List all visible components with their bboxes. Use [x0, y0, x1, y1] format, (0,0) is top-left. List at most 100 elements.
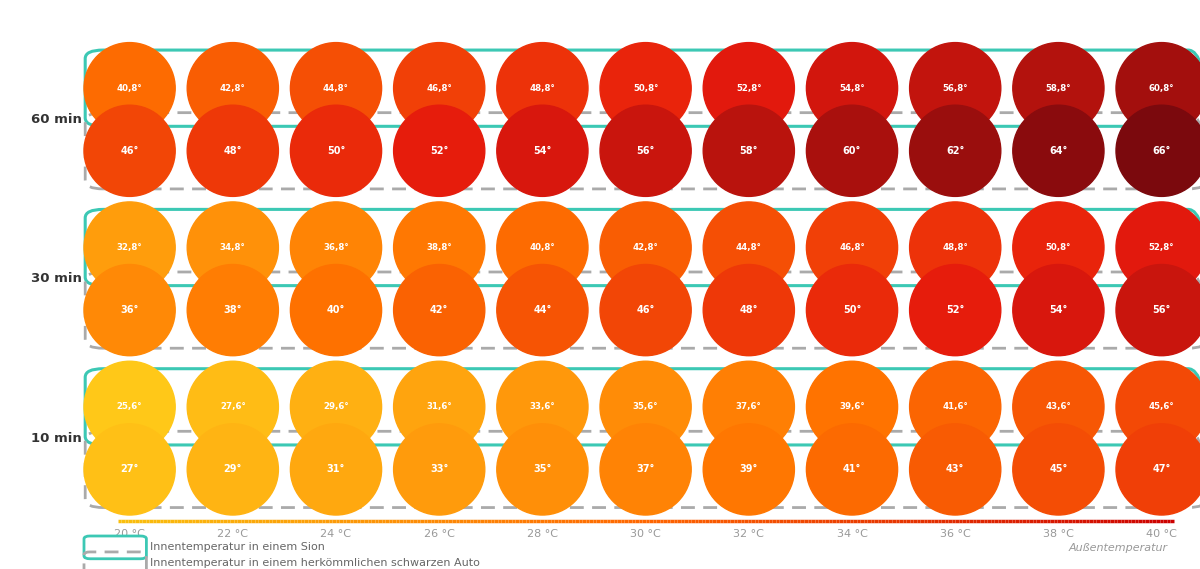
Text: 46,8°: 46,8°	[426, 84, 452, 93]
Text: 42°: 42°	[430, 305, 449, 315]
Ellipse shape	[1013, 105, 1104, 196]
Text: 50°: 50°	[842, 305, 862, 315]
Ellipse shape	[806, 424, 898, 515]
Ellipse shape	[187, 105, 278, 196]
Ellipse shape	[910, 202, 1001, 293]
Ellipse shape	[806, 361, 898, 452]
Ellipse shape	[703, 202, 794, 293]
Text: 35°: 35°	[533, 464, 552, 475]
Ellipse shape	[1116, 265, 1200, 356]
Text: 36°: 36°	[120, 305, 139, 315]
Ellipse shape	[806, 202, 898, 293]
Text: 32 °C: 32 °C	[733, 529, 764, 539]
Text: 60,8°: 60,8°	[1148, 84, 1175, 93]
Ellipse shape	[290, 265, 382, 356]
Text: 60 min: 60 min	[31, 113, 82, 126]
Ellipse shape	[600, 105, 691, 196]
Text: 40°: 40°	[326, 305, 346, 315]
Ellipse shape	[600, 361, 691, 452]
Text: Innentemperatur in einem herkömmlichen schwarzen Auto: Innentemperatur in einem herkömmlichen s…	[150, 558, 480, 568]
Text: 54,8°: 54,8°	[839, 84, 865, 93]
Ellipse shape	[497, 265, 588, 356]
Ellipse shape	[1116, 43, 1200, 134]
Text: 54°: 54°	[1049, 305, 1068, 315]
Ellipse shape	[703, 265, 794, 356]
Text: 40,8°: 40,8°	[529, 243, 556, 252]
Ellipse shape	[806, 105, 898, 196]
Text: 36,8°: 36,8°	[323, 243, 349, 252]
Ellipse shape	[600, 424, 691, 515]
Text: 39°: 39°	[739, 464, 758, 475]
Text: 41°: 41°	[842, 464, 862, 475]
Ellipse shape	[290, 361, 382, 452]
Ellipse shape	[703, 43, 794, 134]
Text: 48,8°: 48,8°	[942, 243, 968, 252]
Ellipse shape	[394, 361, 485, 452]
Ellipse shape	[1013, 202, 1104, 293]
Ellipse shape	[290, 202, 382, 293]
Ellipse shape	[600, 265, 691, 356]
Ellipse shape	[187, 43, 278, 134]
Text: 27,6°: 27,6°	[220, 402, 246, 411]
Text: 56,8°: 56,8°	[942, 84, 968, 93]
Text: 45,6°: 45,6°	[1148, 402, 1175, 411]
Text: 32,8°: 32,8°	[116, 243, 143, 252]
Text: 60°: 60°	[842, 146, 862, 156]
Ellipse shape	[84, 202, 175, 293]
Text: 44°: 44°	[533, 305, 552, 315]
Text: 39,6°: 39,6°	[839, 402, 865, 411]
Ellipse shape	[910, 361, 1001, 452]
Text: 52°: 52°	[946, 305, 965, 315]
Ellipse shape	[910, 265, 1001, 356]
Text: Innentemperatur in einem Sion: Innentemperatur in einem Sion	[150, 542, 325, 552]
Ellipse shape	[84, 43, 175, 134]
Ellipse shape	[703, 424, 794, 515]
Ellipse shape	[600, 202, 691, 293]
Text: 33°: 33°	[430, 464, 449, 475]
Text: 43,6°: 43,6°	[1045, 402, 1072, 411]
Text: 40 °C: 40 °C	[1146, 529, 1177, 539]
Ellipse shape	[600, 43, 691, 134]
Text: Außentemperatur: Außentemperatur	[1068, 543, 1168, 554]
Text: 34 °C: 34 °C	[836, 529, 868, 539]
Text: 38 °C: 38 °C	[1043, 529, 1074, 539]
Text: 28 °C: 28 °C	[527, 529, 558, 539]
Ellipse shape	[1013, 361, 1104, 452]
Text: 48°: 48°	[739, 305, 758, 315]
Text: 37,6°: 37,6°	[736, 402, 762, 411]
Text: 46,8°: 46,8°	[839, 243, 865, 252]
Ellipse shape	[910, 424, 1001, 515]
Text: 22 °C: 22 °C	[217, 529, 248, 539]
Text: 20 °C: 20 °C	[114, 529, 145, 539]
Text: 38,8°: 38,8°	[426, 243, 452, 252]
Ellipse shape	[84, 105, 175, 196]
Ellipse shape	[187, 265, 278, 356]
Text: 52°: 52°	[430, 146, 449, 156]
Text: 54°: 54°	[533, 146, 552, 156]
Text: 27°: 27°	[120, 464, 139, 475]
Text: 30 °C: 30 °C	[630, 529, 661, 539]
Ellipse shape	[1013, 424, 1104, 515]
Text: 44,8°: 44,8°	[323, 84, 349, 93]
Ellipse shape	[910, 105, 1001, 196]
Ellipse shape	[703, 105, 794, 196]
Text: 48,8°: 48,8°	[529, 84, 556, 93]
Text: 64°: 64°	[1049, 146, 1068, 156]
Ellipse shape	[806, 265, 898, 356]
Text: 35,6°: 35,6°	[632, 402, 659, 411]
Text: 24 °C: 24 °C	[320, 529, 352, 539]
Ellipse shape	[84, 361, 175, 452]
Ellipse shape	[394, 265, 485, 356]
Text: 10 min: 10 min	[31, 432, 82, 444]
Text: 50°: 50°	[326, 146, 346, 156]
Ellipse shape	[187, 424, 278, 515]
Ellipse shape	[910, 43, 1001, 134]
Ellipse shape	[1013, 265, 1104, 356]
Ellipse shape	[1013, 43, 1104, 134]
Text: 29,6°: 29,6°	[323, 402, 349, 411]
Text: 31,6°: 31,6°	[426, 402, 452, 411]
Text: 33,6°: 33,6°	[529, 402, 556, 411]
Text: 66°: 66°	[1152, 146, 1171, 156]
Text: 34,8°: 34,8°	[220, 243, 246, 252]
Text: 38°: 38°	[223, 305, 242, 315]
